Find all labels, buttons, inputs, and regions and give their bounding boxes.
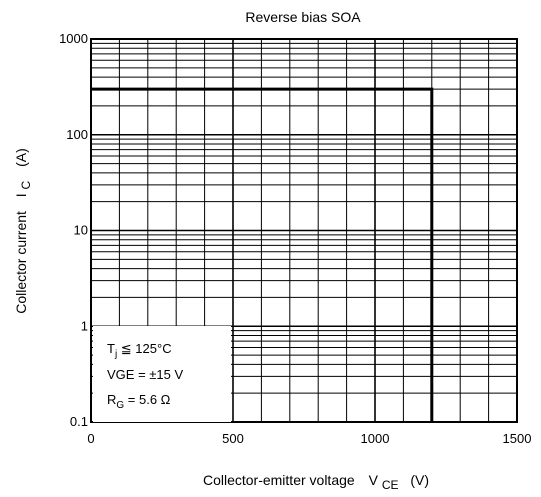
conditions-box: Tj ≦ 125°C VGE = ±15 V RG = 5.6 Ω bbox=[93, 326, 231, 422]
condition-rg-rest: = 5.6 Ω bbox=[124, 392, 171, 407]
plot-frame bbox=[90, 38, 518, 423]
grid-major bbox=[91, 39, 517, 422]
y-axis-unit: (A) bbox=[13, 148, 29, 167]
y-axis-label-text: Collector current bbox=[13, 211, 29, 314]
y-axis-label: Collector current I C (A) bbox=[13, 148, 33, 314]
x-tick-labels: 0 500 1000 1500 bbox=[87, 431, 531, 446]
chart-title: Reverse bias SOA bbox=[245, 9, 361, 25]
condition-tj-sub: j bbox=[114, 349, 118, 360]
x-axis-unit: (V) bbox=[410, 472, 429, 488]
y-tick-label: 1 bbox=[81, 318, 88, 333]
x-tick-label: 1000 bbox=[361, 431, 390, 446]
x-tick-label: 0 bbox=[87, 431, 94, 446]
x-axis-label-text: Collector-emitter voltage bbox=[203, 472, 355, 488]
grid-minor bbox=[91, 39, 517, 422]
y-tick-label: 1000 bbox=[59, 31, 88, 46]
x-axis-symbol: V bbox=[369, 472, 379, 488]
y-axis-symbol: I bbox=[13, 193, 29, 197]
y-tick-label: 100 bbox=[66, 127, 88, 142]
soa-boundary-line bbox=[91, 87, 434, 422]
y-tick-label: 0.1 bbox=[70, 414, 88, 429]
y-tick-labels: 0.1 1 10 100 1000 bbox=[59, 31, 88, 429]
condition-tj: Tj ≦ 125°C bbox=[107, 341, 172, 360]
x-axis-label: Collector-emitter voltage V CE (V) bbox=[203, 472, 429, 492]
x-tick-label: 500 bbox=[222, 431, 244, 446]
x-axis-symbol-sub: CE bbox=[382, 478, 399, 492]
x-tick-label: 1500 bbox=[503, 431, 532, 446]
y-axis-symbol-sub: C bbox=[19, 180, 33, 189]
condition-tj-rest: ≦ 125°C bbox=[117, 341, 172, 356]
condition-vge: VGE = ±15 V bbox=[107, 367, 183, 382]
condition-tj-main: T bbox=[107, 341, 115, 356]
y-tick-label: 10 bbox=[74, 223, 88, 238]
condition-rg: RG = 5.6 Ω bbox=[107, 392, 171, 411]
condition-rg-main: R bbox=[107, 392, 117, 407]
condition-vge-main: VGE = ±15 V bbox=[107, 367, 184, 382]
condition-rg-sub: G bbox=[116, 400, 125, 411]
